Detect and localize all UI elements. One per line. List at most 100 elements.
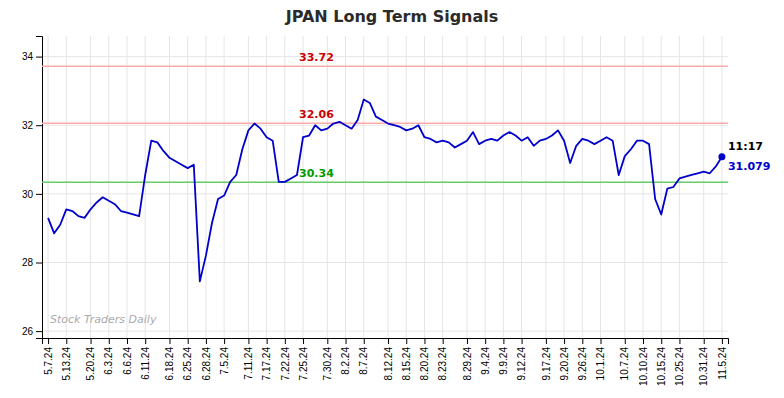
x-tick-label: 8.2.24 — [340, 347, 351, 375]
reference-label: 30.34 — [299, 167, 334, 180]
x-tick-label: 6.28.24 — [201, 347, 212, 381]
x-tick: 10.10.24 — [638, 338, 649, 386]
y-tick-label: 26 — [22, 326, 34, 337]
x-tick: 7.22.24 — [280, 338, 291, 380]
y-tick-mark — [36, 194, 42, 195]
x-grid-line — [48, 36, 49, 338]
x-tick-mark — [303, 338, 304, 344]
x-tick-mark — [546, 338, 547, 344]
annotations: 33.7232.0630.3411:1731.079Stock Traders … — [50, 51, 770, 326]
x-tick: 6.18.24 — [164, 338, 175, 380]
x-tick: 10.7.24 — [619, 338, 630, 380]
x-grid-line — [466, 36, 467, 338]
y-tick: 26 — [22, 326, 42, 337]
x-tick-mark — [248, 338, 249, 344]
x-tick: 9.20.24 — [559, 338, 570, 380]
x-grid-line — [388, 36, 389, 338]
reference-label: 33.72 — [299, 51, 334, 64]
x-tick-mark — [722, 338, 723, 344]
x-grid-line — [248, 36, 249, 338]
x-tick: 8.23.24 — [437, 338, 448, 380]
y-tick-mark — [36, 125, 42, 126]
y-tick: 28 — [22, 257, 42, 268]
x-tick: 6.3.24 — [103, 338, 114, 375]
x-tick: 10.15.24 — [656, 338, 667, 386]
title: JPAN Long Term Signals — [285, 7, 499, 26]
x-tick: 10.25.24 — [674, 338, 685, 386]
x-tick-label: 9.12.24 — [516, 347, 527, 381]
x-grid-line — [643, 36, 644, 338]
x-grid-line — [126, 36, 127, 338]
x-tick-mark — [522, 338, 523, 344]
x-tick-label: 10.1.24 — [595, 347, 606, 381]
x-tick-label: 9.9.24 — [498, 347, 509, 375]
x-tick: 7.11.24 — [243, 338, 254, 380]
x-grid-line — [303, 36, 304, 338]
x-grid-line — [521, 36, 522, 338]
x-tick-mark — [188, 338, 189, 344]
x-grid-line — [266, 36, 267, 338]
x-tick-mark — [169, 338, 170, 344]
x-tick-mark — [109, 338, 110, 344]
x-tick: 9.12.24 — [516, 338, 527, 380]
x-grid-line — [624, 36, 625, 338]
x-tick: 7.25.24 — [298, 338, 309, 380]
x-tick-label: 11.5.24 — [717, 347, 728, 380]
marks — [42, 66, 728, 281]
y-tick-mark — [36, 57, 42, 58]
x-tick: 10.1.24 — [595, 338, 606, 380]
x-grid-line — [679, 36, 680, 338]
x-grid-line — [503, 36, 504, 338]
x-tick-mark — [485, 338, 486, 344]
x-grid-line — [363, 36, 364, 338]
y-axis-line — [36, 37, 43, 339]
x-tick: 5.13.24 — [61, 338, 72, 380]
x-tick: 8.15.24 — [401, 338, 412, 380]
x-tick: 6.25.24 — [182, 338, 193, 380]
x-tick-label: 8.29.24 — [462, 347, 473, 381]
x-grid-line — [187, 36, 188, 338]
y-tick-label: 32 — [22, 120, 34, 131]
x-tick-label: 7.5.24 — [219, 347, 230, 375]
x-axis: 5.7.245.13.245.20.246.3.246.6.246.11.246… — [43, 338, 729, 386]
line — [48, 99, 722, 281]
last-value-label: 31.079 — [728, 160, 770, 173]
x-grid-line — [703, 36, 704, 338]
plot-area: 26283032345.7.245.13.245.20.246.3.246.6.… — [22, 36, 771, 386]
x-tick-mark — [582, 338, 583, 344]
x-tick-label: 9.26.24 — [577, 347, 588, 381]
last-point — [718, 153, 725, 160]
x-tick-mark — [503, 338, 504, 344]
y-axis: 2628303234 — [22, 37, 43, 339]
x-tick: 6.11.24 — [140, 338, 151, 380]
x-tick-label: 8.23.24 — [437, 347, 448, 381]
x-tick: 6.28.24 — [201, 338, 212, 380]
x-tick-mark — [406, 338, 407, 344]
x-tick-label: 7.11.24 — [243, 347, 254, 380]
x-grid-line — [424, 36, 425, 338]
x-tick-mark — [364, 338, 365, 344]
x-tick-label: 10.7.24 — [619, 347, 630, 381]
chart-svg: JPAN Long Term Signals26283032345.7.245.… — [0, 0, 784, 398]
last-time-label: 11:17 — [728, 140, 763, 153]
x-tick-label: 9.20.24 — [559, 347, 570, 381]
x-tick-mark — [564, 338, 565, 344]
x-tick: 7.30.24 — [322, 338, 333, 380]
x-tick-mark — [704, 338, 705, 344]
x-grid-line — [224, 36, 225, 338]
x-tick-label: 7.22.24 — [280, 347, 291, 381]
x-tick-mark — [267, 338, 268, 344]
x-tick-mark — [625, 338, 626, 344]
y-tick-label: 28 — [22, 257, 34, 268]
x-grid-line — [108, 36, 109, 338]
x-tick: 9.26.24 — [577, 338, 588, 380]
x-tick-mark — [327, 338, 328, 344]
x-tick-label: 10.10.24 — [638, 347, 649, 386]
x-tick-label: 6.3.24 — [103, 347, 114, 375]
y-tick-label: 34 — [22, 51, 34, 62]
x-tick-label: 8.7.24 — [358, 347, 369, 375]
x-tick: 9.4.24 — [480, 338, 491, 375]
x-grid-line — [205, 36, 206, 338]
x-tick-label: 9.4.24 — [480, 347, 491, 375]
x-tick-mark — [346, 338, 347, 344]
